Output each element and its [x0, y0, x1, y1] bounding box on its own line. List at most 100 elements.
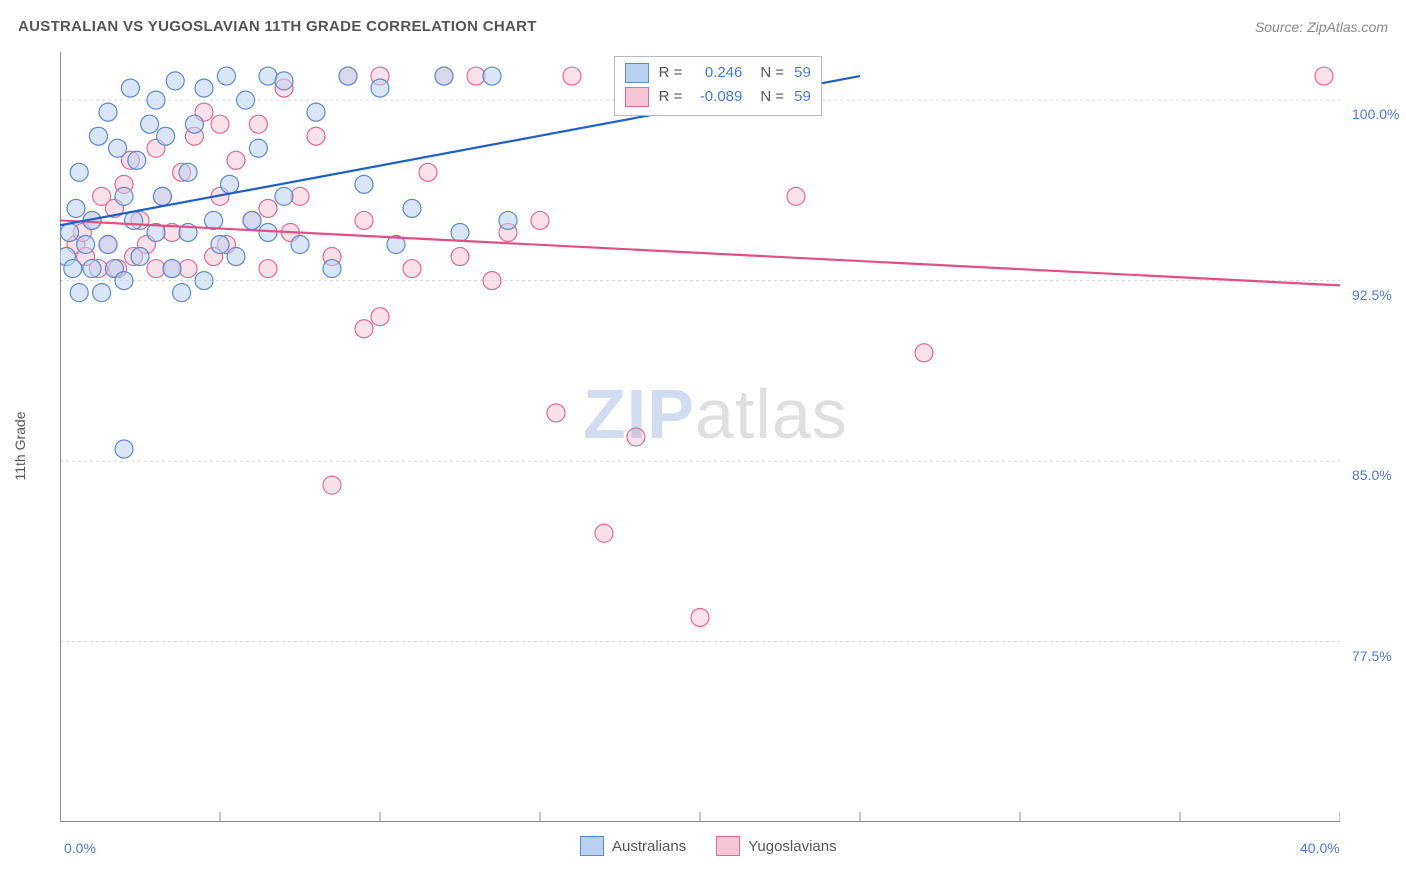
scatter-point — [115, 187, 133, 205]
scatter-point — [259, 199, 277, 217]
scatter-point — [179, 260, 197, 278]
scatter-point — [131, 248, 149, 266]
scatter-point — [323, 260, 341, 278]
scatter-point — [99, 103, 117, 121]
scatter-point — [157, 127, 175, 145]
legend-swatch — [716, 836, 740, 856]
scatter-point — [483, 272, 501, 290]
scatter-point — [355, 320, 373, 338]
scatter-point — [531, 211, 549, 229]
scatter-point — [89, 127, 107, 145]
legend-n-label: N = — [760, 61, 784, 85]
legend-swatch — [625, 63, 649, 83]
scatter-point — [499, 211, 517, 229]
scatter-point — [467, 67, 485, 85]
scatter-point — [259, 67, 277, 85]
scatter-point — [99, 236, 117, 254]
scatter-point — [355, 211, 373, 229]
scatter-point — [915, 344, 933, 362]
scatter-point — [451, 223, 469, 241]
scatter-point — [83, 260, 101, 278]
source-label: Source: ZipAtlas.com — [1255, 19, 1388, 35]
scatter-point — [627, 428, 645, 446]
scatter-point — [67, 199, 85, 217]
scatter-point — [323, 476, 341, 494]
scatter-point — [195, 79, 213, 97]
legend-n-value: 59 — [794, 61, 811, 85]
scatter-point — [259, 223, 277, 241]
scatter-point — [64, 260, 82, 278]
scatter-point — [179, 163, 197, 181]
scatter-point — [691, 608, 709, 626]
trend-line — [60, 220, 1340, 285]
y-axis-label: 11th Grade — [12, 411, 28, 480]
scatter-point — [371, 79, 389, 97]
header: AUSTRALIAN VS YUGOSLAVIAN 11TH GRADE COR… — [18, 18, 1388, 35]
scatter-point — [147, 91, 165, 109]
scatter-point — [109, 139, 127, 157]
legend-r-label: R = — [659, 61, 683, 85]
scatter-point — [787, 187, 805, 205]
series-label: Australians — [612, 838, 686, 855]
legend-r-value: 0.246 — [692, 61, 742, 85]
x-tick-label: 40.0% — [1300, 840, 1340, 856]
series-label: Yugoslavians — [748, 838, 836, 855]
scatter-point — [147, 260, 165, 278]
y-tick-label: 100.0% — [1352, 106, 1399, 122]
scatter-point — [141, 115, 159, 133]
scatter-point — [115, 440, 133, 458]
y-tick-label: 85.0% — [1352, 467, 1392, 483]
legend-r-label: R = — [659, 85, 683, 109]
scatter-point — [243, 211, 261, 229]
legend-n-value: 59 — [794, 85, 811, 109]
series-legend-item: Australians — [580, 836, 686, 856]
scatter-point — [211, 115, 229, 133]
series-legend: Australians Yugoslavians — [580, 836, 837, 856]
scatter-point — [163, 260, 181, 278]
scatter-point — [125, 211, 143, 229]
scatter-point — [547, 404, 565, 422]
scatter-point — [221, 175, 239, 193]
scatter-point — [403, 199, 421, 217]
scatter-point — [1315, 67, 1333, 85]
x-tick-label: 0.0% — [64, 840, 96, 856]
scatter-point — [249, 115, 267, 133]
scatter-point — [70, 284, 88, 302]
y-tick-label: 92.5% — [1352, 287, 1392, 303]
scatter-point — [185, 115, 203, 133]
scatter-point — [93, 284, 111, 302]
legend-swatch — [580, 836, 604, 856]
scatter-point — [483, 67, 501, 85]
legend-n-label: N = — [760, 85, 784, 109]
scatter-point — [195, 272, 213, 290]
legend-r-value: -0.089 — [692, 85, 742, 109]
scatter-point — [355, 175, 373, 193]
scatter-point — [128, 151, 146, 169]
scatter-point — [70, 163, 88, 181]
scatter-point — [371, 308, 389, 326]
scatter-point — [275, 187, 293, 205]
scatter-point — [121, 79, 139, 97]
legend-row: R = -0.089 N = 59 — [625, 85, 811, 109]
scatter-point — [249, 139, 267, 157]
scatter-point — [435, 67, 453, 85]
scatter-point — [451, 248, 469, 266]
scatter-point — [77, 236, 95, 254]
legend-swatch — [625, 87, 649, 107]
scatter-point — [291, 236, 309, 254]
scatter-point — [237, 91, 255, 109]
scatter-point — [205, 211, 223, 229]
scatter-point — [563, 67, 581, 85]
chart-area: ZIPatlas 77.5%85.0%92.5%100.0%0.0%40.0%R… — [60, 52, 1340, 822]
legend-row: R = 0.246 N = 59 — [625, 61, 811, 85]
scatter-point — [227, 248, 245, 266]
scatter-point — [61, 223, 79, 241]
scatter-point — [153, 187, 171, 205]
scatter-point — [227, 151, 245, 169]
series-legend-item: Yugoslavians — [716, 836, 836, 856]
scatter-plot — [60, 52, 1340, 822]
chart-title: AUSTRALIAN VS YUGOSLAVIAN 11TH GRADE COR… — [18, 18, 537, 35]
scatter-point — [419, 163, 437, 181]
scatter-point — [115, 272, 133, 290]
scatter-point — [595, 524, 613, 542]
